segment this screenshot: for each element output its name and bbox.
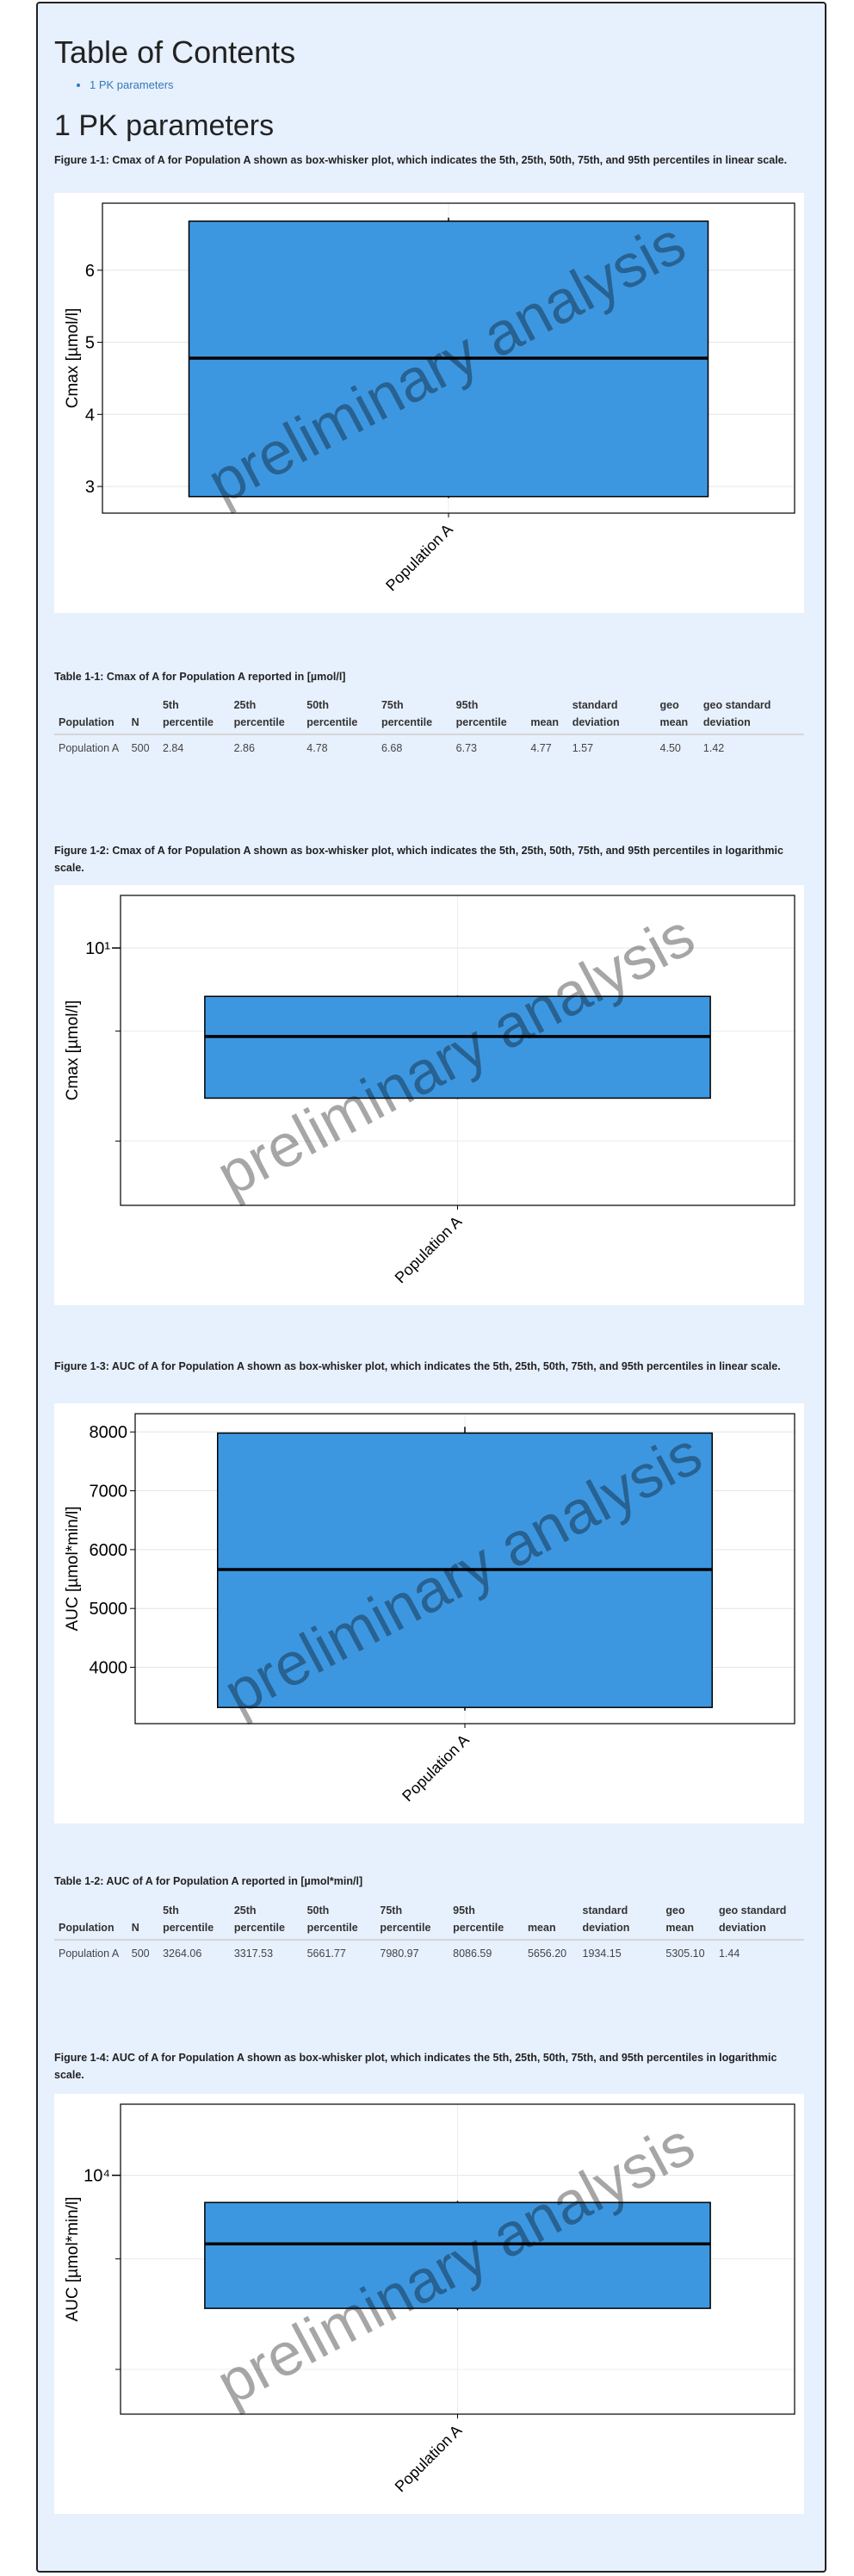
table-cell: 6.73 xyxy=(455,742,477,754)
y-tick-label: 3 xyxy=(85,478,95,497)
x-tick-label: Population A xyxy=(399,1731,473,1805)
column-header: geo standard deviation xyxy=(714,1899,804,1941)
header-row: Population N 5th percentile 25th percentile… xyxy=(54,1899,804,1941)
table-cell: Population A xyxy=(59,742,120,754)
figure-panel: 3 4 5 6 Population A Cmax [µmol/l] preliminary… xyxy=(54,193,804,613)
x-tick-label: Population A xyxy=(392,2422,466,2496)
chart: 4000 5000 6000 7000 8000 Population A AUC [µmo… xyxy=(64,1413,795,1805)
table-cell: 4.77 xyxy=(530,742,552,754)
y-tick-label: 6 xyxy=(85,262,95,281)
table-cell: 3317.53 xyxy=(233,1947,274,1960)
section-title: 1 PK parameters xyxy=(54,109,275,142)
y-tick-label: 5000 xyxy=(90,1600,128,1619)
table-cell: 500 xyxy=(131,742,150,754)
y-axis-label: AUC [µmol*min/l] xyxy=(64,1506,82,1631)
column-header: 95th percentile xyxy=(449,1899,523,1941)
toc-list: 1 PK parameters xyxy=(77,78,174,91)
table-cell: 2.84 xyxy=(162,742,184,754)
table-cell: 5305.10 xyxy=(665,1947,705,1960)
column-header: Population xyxy=(54,694,127,735)
column-header: mean xyxy=(526,694,568,735)
column-header: Population xyxy=(54,1899,127,1941)
table: Population N 5th percentile 25th percentile… xyxy=(54,1899,804,1966)
column-header: standard deviation xyxy=(578,1899,662,1941)
y-tick-label: 4000 xyxy=(90,1659,128,1678)
figure-caption: Figure 1-2: Cmax of A for Population A s… xyxy=(54,845,783,874)
y-tick-label: 7000 xyxy=(90,1483,128,1502)
figure-panel: 10⁴ Population A AUC [µmol*min/l] prelimina… xyxy=(54,2094,804,2514)
toc-item[interactable]: 1 PK parameters xyxy=(90,78,174,91)
table-cell: 8086.59 xyxy=(453,1947,492,1960)
column-header: 95th percentile xyxy=(451,694,527,735)
column-header: 50th percentile xyxy=(302,1899,376,1941)
figure-panel: 4000 5000 6000 7000 8000 Population A AUC [µmo… xyxy=(54,1403,804,1824)
column-header: 5th percentile xyxy=(158,1899,230,1941)
table-row: Population A 500 2.84 2.86 4.78 6.68 6.73 4.77 1… xyxy=(54,734,804,761)
figure-caption: Figure 1-1: Cmax of A for Population A s… xyxy=(54,154,788,166)
column-header: N xyxy=(127,1899,159,1941)
figure-panel: 10¹ Population A Cmax [µmol/l] preliminary … xyxy=(54,885,804,1305)
column-header: 25th percentile xyxy=(229,694,303,735)
table-caption: Table 1-1: Cmax of A for Population A re… xyxy=(54,671,346,683)
table-cell: 4.50 xyxy=(659,742,681,754)
y-axis-label: AUC [µmol*min/l] xyxy=(64,2196,82,2321)
column-header: standard deviation xyxy=(567,694,656,735)
figure-caption: Figure 1-3: AUC of A for Population A sh… xyxy=(54,1360,781,1372)
column-header: 75th percentile xyxy=(376,694,452,735)
table-cell: 1934.15 xyxy=(582,1947,622,1960)
y-tick-label: 10⁴ xyxy=(84,2167,110,2186)
x-tick-label: Population A xyxy=(392,1213,466,1287)
table-cell: 1.44 xyxy=(718,1947,740,1960)
box xyxy=(204,995,711,1099)
table-caption: Table 1-2: AUC of A for Population A rep… xyxy=(54,1875,363,1887)
table-cell: 1.42 xyxy=(702,742,725,754)
table: Population N 5th percentile 25th percentile… xyxy=(54,694,804,761)
column-header: 50th percentile xyxy=(302,694,377,735)
y-axis-label: Cmax [µmol/l] xyxy=(64,308,82,409)
toc-title: Table of Contents xyxy=(54,34,296,70)
table-cell: 5661.77 xyxy=(306,1947,346,1960)
table-cell: 3264.06 xyxy=(163,1947,202,1960)
table-cell: 500 xyxy=(131,1947,150,1960)
column-header: geo mean xyxy=(655,694,699,735)
y-tick-label: 4 xyxy=(85,406,95,424)
column-header: mean xyxy=(523,1899,579,1941)
box xyxy=(204,2201,711,2309)
table-cell: 5656.20 xyxy=(527,1947,567,1960)
table-cell: Population A xyxy=(59,1947,120,1960)
table-cell: 4.78 xyxy=(306,742,328,754)
column-header: geo mean xyxy=(661,1899,715,1941)
y-tick-label: 5 xyxy=(85,334,95,353)
table-cell: 7980.97 xyxy=(380,1947,419,1960)
column-header: N xyxy=(127,694,158,735)
y-axis-label: Cmax [µmol/l] xyxy=(64,1000,82,1101)
column-header: 25th percentile xyxy=(229,1899,303,1941)
figure-caption: Figure 1-4: AUC of A for Population A sh… xyxy=(54,2052,777,2081)
y-tick-label: 6000 xyxy=(90,1541,128,1560)
y-tick-label: 8000 xyxy=(90,1423,128,1442)
x-tick-label: Population A xyxy=(382,521,456,595)
table-cell: 2.86 xyxy=(233,742,255,754)
table-cell: 6.68 xyxy=(381,742,403,754)
column-header: 75th percentile xyxy=(375,1899,449,1941)
y-tick-label: 10¹ xyxy=(85,939,110,958)
table-cell: 1.57 xyxy=(572,742,594,754)
table-row: Population A 500 3264.06 3317.53 5661.77 7980… xyxy=(54,1940,804,1966)
column-header: geo standard deviation xyxy=(698,694,804,735)
header-row: Population N 5th percentile 25th percentile… xyxy=(54,694,804,735)
column-header: 5th percentile xyxy=(158,694,230,735)
